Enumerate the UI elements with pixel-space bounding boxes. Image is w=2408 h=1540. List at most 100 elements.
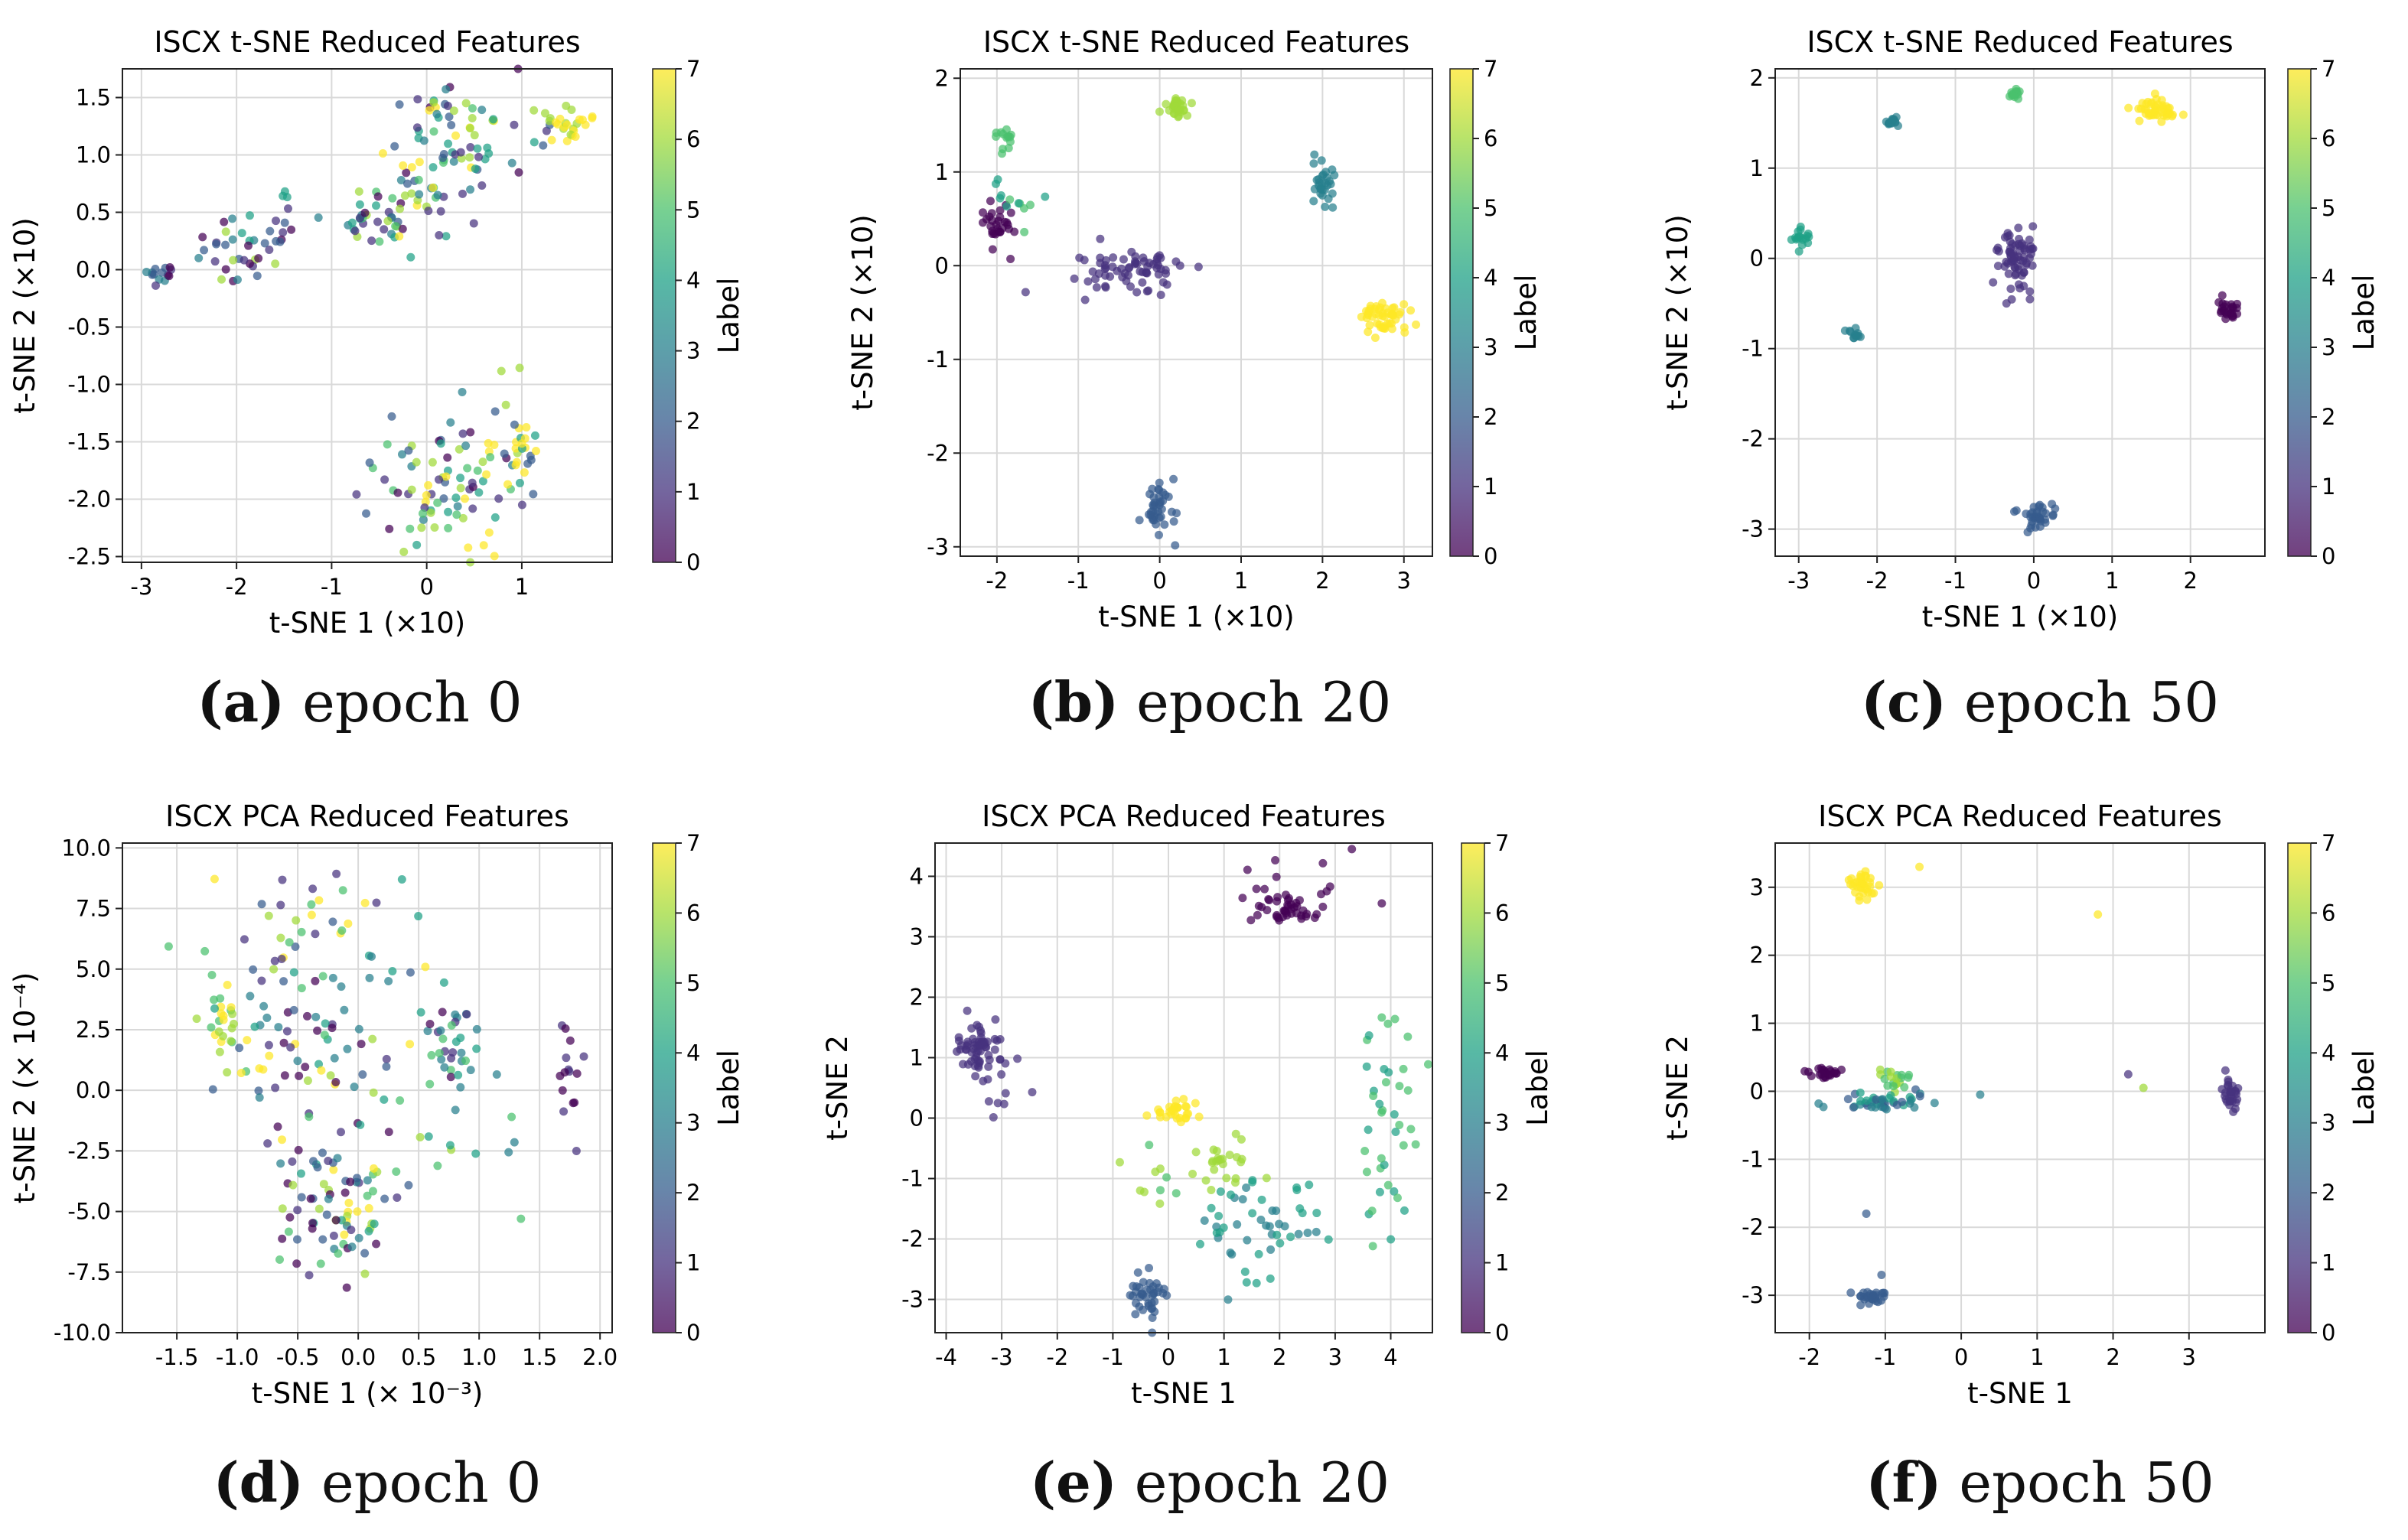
scatter-point xyxy=(1830,1067,1839,1076)
scatter-point xyxy=(407,189,416,198)
scatter-points xyxy=(978,94,1421,550)
scatter-point xyxy=(392,1167,401,1176)
scatter-point xyxy=(332,869,341,878)
y-tick-label: 1 xyxy=(910,1044,924,1070)
scatter-point xyxy=(1092,283,1101,292)
scatter-point xyxy=(529,106,539,115)
scatter-point xyxy=(404,1180,413,1190)
scatter-point xyxy=(1292,902,1302,911)
scatter-point xyxy=(334,1249,343,1258)
scatter-point xyxy=(301,1063,310,1072)
scatter-point xyxy=(354,1024,363,1034)
colorbar-tick-label: 2 xyxy=(2322,1180,2335,1206)
scatter-point xyxy=(1856,1096,1865,1105)
scatter-point xyxy=(1162,1291,1171,1300)
scatter-point xyxy=(2006,285,2015,294)
scatter-point xyxy=(1294,1229,1303,1239)
scatter-point xyxy=(1101,263,1110,272)
scatter-point xyxy=(355,200,364,209)
scatter-point xyxy=(352,490,361,499)
scatter-point xyxy=(288,1157,297,1166)
scatter-point xyxy=(1119,255,1128,264)
scatter-point xyxy=(1384,1068,1393,1077)
scatter-point xyxy=(567,105,576,114)
scatter-point xyxy=(1851,887,1860,897)
scatter-point xyxy=(1191,1099,1200,1108)
scatter-point xyxy=(423,1027,432,1036)
scatter-point xyxy=(320,1030,329,1040)
scatter-point xyxy=(1930,1099,1939,1108)
x-tick-label: 1 xyxy=(2105,568,2119,594)
scatter-point xyxy=(445,112,454,122)
scatter-point xyxy=(292,1235,301,1244)
scatter-point xyxy=(452,510,461,519)
scatter-point xyxy=(282,1027,292,1036)
scatter-point xyxy=(363,1191,372,1200)
colorbar-tick-label: 5 xyxy=(1495,970,1509,996)
scatter-point xyxy=(1144,1301,1153,1310)
y-tick-label: 3 xyxy=(910,923,924,949)
scatter-point xyxy=(1819,1102,1828,1112)
scatter-point xyxy=(1128,1291,1137,1301)
scatter-point xyxy=(559,1107,569,1116)
scatter-points xyxy=(142,64,597,567)
scatter-point xyxy=(318,1148,327,1157)
colorbar-gradient xyxy=(1450,69,1473,556)
scatter-point xyxy=(1004,144,1013,153)
chart-c: -3 -2 -1 0 1 2 -3 -2 -1 0 1 2 ISCX t-SNE Reduced Fea… xyxy=(1661,25,2380,633)
scatter-point xyxy=(1243,1236,1252,1245)
x-tick-label: 1.5 xyxy=(522,1344,557,1370)
scatter-point xyxy=(995,213,1005,222)
x-tick-label: -2 xyxy=(1798,1344,1820,1370)
scatter-point xyxy=(1390,1014,1400,1024)
scatter-point xyxy=(970,1062,979,1071)
scatter-point xyxy=(1845,326,1854,335)
scatter-point xyxy=(419,136,428,145)
scatter-point xyxy=(2011,253,2020,262)
scatter-point xyxy=(2225,1093,2234,1102)
x-tick-label: 3 xyxy=(1397,568,1411,594)
colorbar-tick-label: 5 xyxy=(686,970,700,996)
scatter-point xyxy=(1248,1176,1257,1185)
scatter-point xyxy=(270,956,279,965)
y-tick-label: -2 xyxy=(927,440,949,466)
scatter-point xyxy=(308,1219,318,1228)
scatter-point xyxy=(2015,284,2025,293)
scatter-point xyxy=(404,446,413,455)
scatter-point xyxy=(474,152,484,161)
scatter-point xyxy=(989,1112,998,1122)
scatter-point xyxy=(1367,1206,1377,1216)
y-axis-label: t-SNE 2 (×10) xyxy=(8,217,41,413)
scatter-point xyxy=(456,1034,465,1043)
scatter-point xyxy=(1272,1230,1282,1239)
scatter-point xyxy=(486,453,495,462)
caption-e: (e) epoch 20 xyxy=(1030,1450,1390,1515)
scatter-point xyxy=(572,1069,582,1078)
scatter-point xyxy=(483,143,492,152)
scatter-point xyxy=(1878,1095,1887,1104)
scatter-point xyxy=(396,1096,405,1105)
scatter-point xyxy=(995,227,1005,236)
colorbar-tick-label: 6 xyxy=(1484,125,1497,151)
scatter-point xyxy=(433,498,442,507)
scatter-point xyxy=(529,490,538,499)
scatter-point xyxy=(1004,132,1013,141)
scatter-point xyxy=(1257,1195,1266,1204)
scatter-point xyxy=(1872,1288,1881,1297)
scatter-point xyxy=(967,1024,976,1033)
scatter-point xyxy=(963,1006,972,1015)
scatter-point xyxy=(2025,295,2035,304)
colorbar-tick-label: 4 xyxy=(686,1040,700,1066)
colorbar: 0 1 2 3 4 5 6 7 Label xyxy=(652,56,745,575)
scatter-point xyxy=(1282,908,1291,917)
scatter-point xyxy=(1212,1223,1221,1232)
scatter-point xyxy=(507,158,516,168)
colorbar-tick-label: 1 xyxy=(2322,474,2335,500)
scatter-point xyxy=(978,208,987,217)
scatter-point xyxy=(447,1021,456,1030)
caption-letter: (b) xyxy=(1028,669,1119,734)
scatter-point xyxy=(1150,1297,1159,1306)
scatter-point xyxy=(1310,150,1319,159)
y-tick-label: -1 xyxy=(901,1166,924,1192)
scatter-point xyxy=(396,204,405,213)
